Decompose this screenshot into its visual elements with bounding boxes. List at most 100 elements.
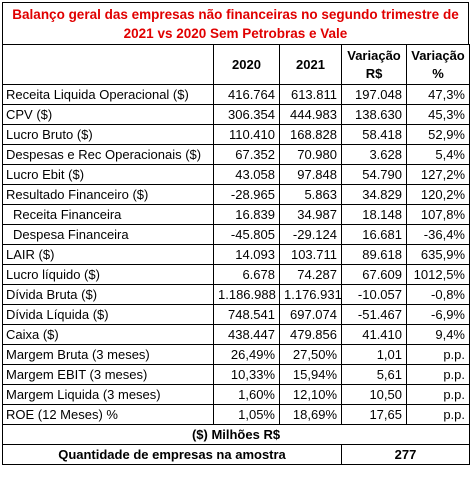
header-cell: 2021 xyxy=(279,44,342,85)
cell: 1,05% xyxy=(213,404,280,425)
cell: 10,33% xyxy=(213,364,280,385)
cell: 416.764 xyxy=(213,84,280,105)
footer-row: Quantidade de empresas na amostra 277 xyxy=(2,444,470,465)
row-label: Dívida Líquida ($) xyxy=(2,304,214,325)
cell: 47,3% xyxy=(406,84,470,105)
cell: 168.828 xyxy=(279,124,342,145)
cell: 1.176.931 xyxy=(279,284,342,305)
row-label: ROE (12 Meses) % xyxy=(2,404,214,425)
cell: 197.048 xyxy=(341,84,407,105)
cell: 34.829 xyxy=(341,184,407,205)
cell: 27,50% xyxy=(279,344,342,365)
cell: p.p. xyxy=(406,344,470,365)
cell: 43.058 xyxy=(213,164,280,185)
sheet: Balanço geral das empresas não financeir… xyxy=(2,2,470,465)
header-cell: 2020 xyxy=(213,44,280,85)
cell: 110.410 xyxy=(213,124,280,145)
header-row: 2020 2021 Variação R$ Variação % xyxy=(2,44,470,85)
cell: 103.711 xyxy=(279,244,342,265)
cell: -29.124 xyxy=(279,224,342,245)
row-label: Despesas e Rec Operacionais ($) xyxy=(2,144,214,165)
cell: 107,8% xyxy=(406,204,470,225)
cell: 16.839 xyxy=(213,204,280,225)
cell: 613.811 xyxy=(279,84,342,105)
table-row: Lucro Bruto ($) 110.410 168.828 58.418 52,9% xyxy=(2,124,470,145)
row-label: Receita Financeira xyxy=(2,204,214,225)
cell: 444.983 xyxy=(279,104,342,125)
cell: p.p. xyxy=(406,364,470,385)
cell: -0,8% xyxy=(406,284,470,305)
footer-row: ($) Milhões R$ xyxy=(2,424,470,445)
cell: 14.093 xyxy=(213,244,280,265)
row-label: Dívida Bruta ($) xyxy=(2,284,214,305)
cell: 15,94% xyxy=(279,364,342,385)
cell: 16.681 xyxy=(341,224,407,245)
cell: 1012,5% xyxy=(406,264,470,285)
table-row: Resultado Financeiro ($) -28.965 5.863 34.8… xyxy=(2,184,470,205)
cell: 18,69% xyxy=(279,404,342,425)
sample-label: Quantidade de empresas na amostra xyxy=(2,444,342,465)
row-label: Resultado Financeiro ($) xyxy=(2,184,214,205)
cell: 5,61 xyxy=(341,364,407,385)
cell: 41.410 xyxy=(341,324,407,345)
cell: 120,2% xyxy=(406,184,470,205)
table-row: Margem EBIT (3 meses) 10,33% 15,94% 5,61 p.p… xyxy=(2,364,470,385)
row-label: Margem Liquida (3 meses) xyxy=(2,384,214,405)
cell: 12,10% xyxy=(279,384,342,405)
cell: 438.447 xyxy=(213,324,280,345)
row-label: CPV ($) xyxy=(2,104,214,125)
table-row: Lucro Ebit ($) 43.058 97.848 54.790 127,2% xyxy=(2,164,470,185)
table-row: LAIR ($) 14.093 103.711 89.618 635,9% xyxy=(2,244,470,265)
cell: 45,3% xyxy=(406,104,470,125)
cell: 5,4% xyxy=(406,144,470,165)
cell: -45.805 xyxy=(213,224,280,245)
cell: 127,2% xyxy=(406,164,470,185)
table-row: Despesa Financeira -45.805 -29.124 16.681 -3… xyxy=(2,224,470,245)
cell: 697.074 xyxy=(279,304,342,325)
table-row: ROE (12 Meses) % 1,05% 18,69% 17,65 p.p. xyxy=(2,404,470,425)
cell: 6.678 xyxy=(213,264,280,285)
cell: 97.848 xyxy=(279,164,342,185)
row-label: Lucro Ebit ($) xyxy=(2,164,214,185)
cell: 10,50 xyxy=(341,384,407,405)
row-label: Despesa Financeira xyxy=(2,224,214,245)
cell: 67.609 xyxy=(341,264,407,285)
table: 2020 2021 Variação R$ Variação % Receita Li… xyxy=(2,44,470,465)
cell: -6,9% xyxy=(406,304,470,325)
cell: p.p. xyxy=(406,384,470,405)
cell: 70.980 xyxy=(279,144,342,165)
table-row: Dívida Bruta ($) 1.186.988 1.176.931 -10.05… xyxy=(2,284,470,305)
table-row: CPV ($) 306.354 444.983 138.630 45,3% xyxy=(2,104,470,125)
cell: 748.541 xyxy=(213,304,280,325)
cell: 5.863 xyxy=(279,184,342,205)
cell: 479.856 xyxy=(279,324,342,345)
header-cell: Variação % xyxy=(406,44,470,85)
cell: 74.287 xyxy=(279,264,342,285)
sample-value: 277 xyxy=(341,444,470,465)
cell: 89.618 xyxy=(341,244,407,265)
table-body: Receita Liquida Operacional ($) 416.764 61… xyxy=(2,84,470,425)
cell: 18.148 xyxy=(341,204,407,225)
cell: 54.790 xyxy=(341,164,407,185)
cell: 58.418 xyxy=(341,124,407,145)
row-label: Lucro líquido ($) xyxy=(2,264,214,285)
header-cell xyxy=(2,44,214,85)
row-label: Margem EBIT (3 meses) xyxy=(2,364,214,385)
table-row: Lucro líquido ($) 6.678 74.287 67.609 1012,5… xyxy=(2,264,470,285)
cell: 1.186.988 xyxy=(213,284,280,305)
cell: -51.467 xyxy=(341,304,407,325)
cell: 1,60% xyxy=(213,384,280,405)
cell: p.p. xyxy=(406,404,470,425)
unit-note: ($) Milhões R$ xyxy=(2,424,470,445)
row-label: Caixa ($) xyxy=(2,324,214,345)
cell: 52,9% xyxy=(406,124,470,145)
cell: 17,65 xyxy=(341,404,407,425)
cell: 1,01 xyxy=(341,344,407,365)
row-label: Receita Liquida Operacional ($) xyxy=(2,84,214,105)
cell: 138.630 xyxy=(341,104,407,125)
cell: 306.354 xyxy=(213,104,280,125)
title: Balanço geral das empresas não financeir… xyxy=(2,2,469,44)
cell: 26,49% xyxy=(213,344,280,365)
row-label: Margem Bruta (3 meses) xyxy=(2,344,214,365)
